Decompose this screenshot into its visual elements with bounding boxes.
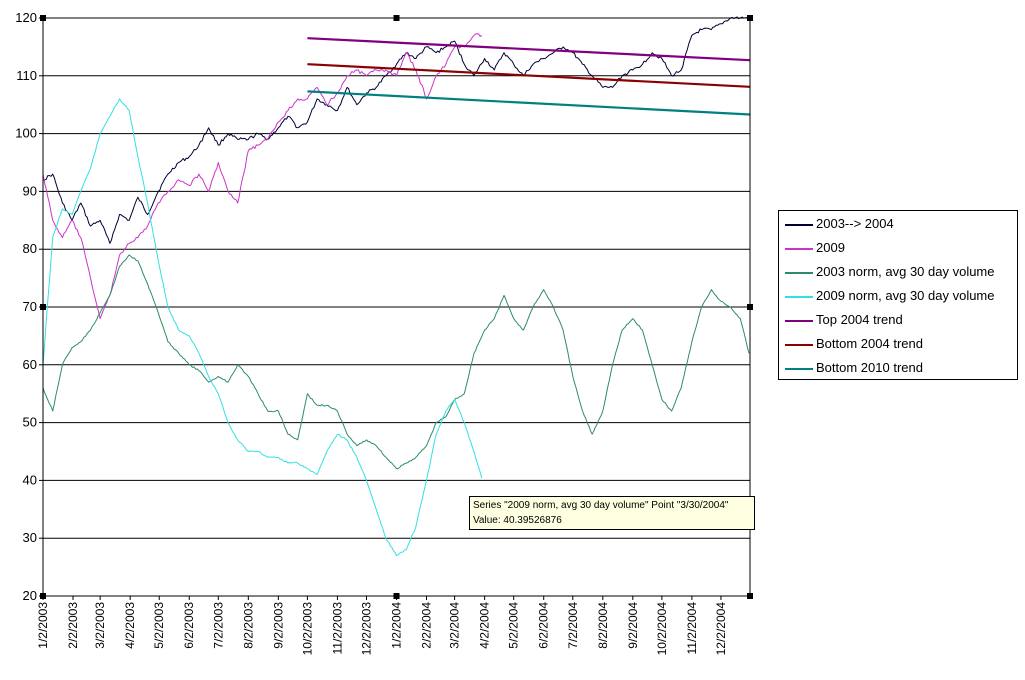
- x-tick-label: 3/2/2004: [448, 602, 462, 649]
- y-tick-label: 80: [23, 241, 37, 256]
- y-tick-label: 50: [23, 415, 37, 430]
- x-tick-label: 10/2/2003: [300, 602, 314, 656]
- legend-item: Bottom 2004 trend: [779, 333, 1017, 357]
- series-line: [307, 90, 751, 116]
- x-tick-label: 5/2/2003: [152, 602, 166, 649]
- legend-swatch: [785, 224, 813, 226]
- legend-swatch: [785, 344, 813, 346]
- x-tick-label: 2/2/2003: [66, 602, 80, 649]
- y-tick-label: 120: [15, 10, 37, 25]
- legend-label: Top 2004 trend: [816, 312, 903, 327]
- series-line: [307, 63, 751, 88]
- legend-swatch: [785, 296, 813, 298]
- series-line: [42, 33, 483, 320]
- y-tick-label: 30: [23, 530, 37, 545]
- x-axis-ticks: 1/2/2003 2/2/2003 3/2/2003 4/2/2003 5/2/2003…: [36, 596, 728, 655]
- series-line: [42, 98, 483, 556]
- series-line: [42, 254, 750, 470]
- x-tick-label: 8/2/2003: [241, 602, 255, 649]
- series-line: [307, 37, 751, 62]
- resize-handle[interactable]: [40, 15, 46, 21]
- x-tick-label: 6/2/2003: [182, 602, 196, 649]
- resize-handle[interactable]: [40, 304, 46, 310]
- x-tick-label: 9/2/2004: [626, 602, 640, 649]
- resize-handle[interactable]: [747, 304, 753, 310]
- legend-label: 2003 norm, avg 30 day volume: [816, 264, 995, 279]
- data-point-tooltip: Series "2009 norm, avg 30 day volume" Po…: [469, 496, 755, 530]
- x-tick-label: 4/2/2003: [123, 602, 137, 649]
- legend-item: Top 2004 trend: [779, 309, 1017, 333]
- x-tick-label: 1/2/2004: [390, 602, 404, 649]
- selection-handles: [40, 15, 753, 599]
- legend-swatch: [785, 320, 813, 322]
- x-tick-label: 5/2/2004: [507, 602, 521, 649]
- legend-label: Bottom 2004 trend: [816, 336, 923, 351]
- y-tick-label: 60: [23, 357, 37, 372]
- legend-item: 2003 norm, avg 30 day volume: [779, 261, 1017, 285]
- x-tick-label: 6/2/2004: [537, 602, 551, 649]
- x-tick-label: 12/2/2004: [714, 602, 728, 656]
- x-tick-label: 9/2/2003: [271, 602, 285, 649]
- x-tick-label: 8/2/2004: [596, 602, 610, 649]
- legend-label: 2009: [816, 240, 845, 255]
- legend: 2003--> 2004 2009 2003 norm, avg 30 day vo…: [778, 210, 1018, 380]
- legend-label: Bottom 2010 trend: [816, 360, 923, 375]
- legend-swatch: [785, 368, 813, 370]
- resize-handle[interactable]: [747, 15, 753, 21]
- x-tick-label: 3/2/2003: [93, 602, 107, 649]
- x-tick-label: 1/2/2003: [36, 602, 50, 649]
- y-axis-ticks: 20 30 40 50 60 70 80 90 100 110 120: [15, 10, 43, 603]
- resize-handle[interactable]: [40, 593, 46, 599]
- resize-handle[interactable]: [393, 15, 400, 21]
- legend-label: 2009 norm, avg 30 day volume: [816, 288, 995, 303]
- legend-item: 2009: [779, 237, 1017, 261]
- y-tick-label: 70: [23, 299, 37, 314]
- y-tick-label: 40: [23, 472, 37, 487]
- x-tick-label: 7/2/2003: [211, 602, 225, 649]
- x-tick-label: 11/2/2004: [685, 602, 699, 655]
- legend-item: 2003--> 2004: [779, 213, 1017, 237]
- legend-item: 2009 norm, avg 30 day volume: [779, 285, 1017, 309]
- y-tick-label: 20: [23, 588, 37, 603]
- legend-swatch: [785, 272, 813, 274]
- tooltip-series-text: Series "2009 norm, avg 30 day volume" Po…: [473, 500, 729, 511]
- y-tick-label: 110: [16, 68, 37, 83]
- x-tick-label: 2/2/2004: [420, 602, 434, 649]
- y-tick-label: 100: [15, 126, 37, 141]
- resize-handle[interactable]: [747, 593, 753, 599]
- x-tick-label: 11/2/2003: [330, 602, 344, 655]
- legend-swatch: [785, 248, 813, 250]
- tooltip-value-text: Value: 40.39526876: [473, 515, 562, 526]
- x-tick-label: 4/2/2004: [478, 602, 492, 649]
- series-lines: [42, 16, 751, 556]
- x-tick-label: 10/2/2004: [655, 602, 669, 656]
- series-line: [42, 16, 750, 244]
- x-tick-label: 7/2/2004: [566, 602, 580, 649]
- x-tick-label: 12/2/2003: [359, 602, 373, 656]
- legend-label: 2003--> 2004: [816, 216, 894, 231]
- y-tick-label: 90: [23, 183, 37, 198]
- legend-item: Bottom 2010 trend: [779, 357, 1017, 381]
- resize-handle[interactable]: [393, 593, 400, 599]
